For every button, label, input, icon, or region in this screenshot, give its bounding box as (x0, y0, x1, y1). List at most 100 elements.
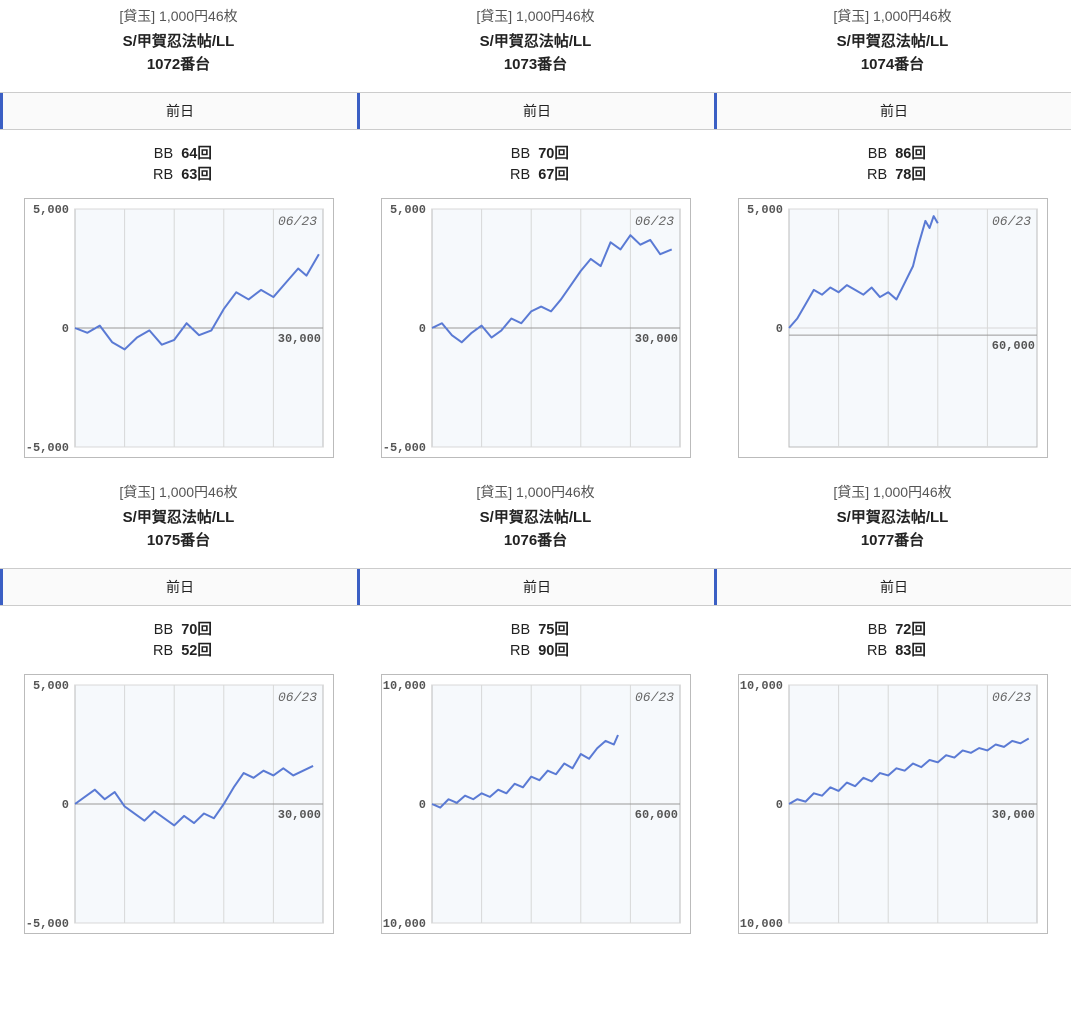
svg-text:-5,000: -5,000 (25, 917, 68, 931)
bb-value: 72回 (895, 622, 926, 638)
svg-text:0: 0 (775, 322, 782, 336)
bb-value: 70回 (538, 146, 569, 162)
machine-name: S/甲賀忍法帖/LL (476, 506, 594, 527)
bb-label: BB (859, 146, 887, 162)
svg-text:-10,000: -10,000 (381, 917, 426, 931)
tab-prev-day[interactable]: 前日 (357, 93, 714, 129)
machine-number: 1075番台 (119, 529, 237, 550)
machine-number: 1073番台 (476, 53, 594, 74)
tab-prev-day[interactable]: 前日 (714, 93, 1071, 129)
tab-row: 前日 (714, 568, 1071, 606)
chart-container: -5,000 0 5,000 30,000 06/23 (381, 198, 691, 458)
machine-card: [貸玉] 1,000円46枚 S/甲賀忍法帖/LL 1076番台 前日 BB 7… (357, 476, 714, 952)
slump-chart: -5,00005,000 30,000 06/23 (24, 674, 334, 934)
rb-label: RB (859, 643, 887, 659)
rental-text: [貸玉] 1,000円46枚 (476, 6, 594, 26)
bb-label: BB (859, 622, 887, 638)
machine-header: [貸玉] 1,000円46枚 S/甲賀忍法帖/LL 1076番台 (476, 476, 594, 560)
machine-name: S/甲賀忍法帖/LL (119, 506, 237, 527)
tab-prev-day[interactable]: 前日 (0, 93, 357, 129)
machine-header: [貸玉] 1,000円46枚 S/甲賀忍法帖/LL 1073番台 (476, 0, 594, 84)
rb-label: RB (145, 643, 173, 659)
svg-text:-5,000: -5,000 (25, 441, 68, 455)
bb-label: BB (145, 622, 173, 638)
machine-header: [貸玉] 1,000円46枚 S/甲賀忍法帖/LL 1072番台 (119, 0, 237, 84)
bb-label: BB (502, 146, 530, 162)
machine-card: [貸玉] 1,000円46枚 S/甲賀忍法帖/LL 1072番台 前日 BB 6… (0, 0, 357, 476)
svg-text:0: 0 (418, 798, 425, 812)
tab-label: 前日 (166, 579, 194, 595)
slump-chart: 05,000 60,000 06/23 (738, 198, 1048, 458)
tab-row: 前日 (0, 568, 357, 606)
svg-text:30,000: 30,000 (634, 332, 677, 346)
svg-text:10,000: 10,000 (382, 679, 425, 693)
rb-value: 67回 (538, 167, 569, 183)
tab-prev-day[interactable]: 前日 (357, 569, 714, 605)
machine-number: 1074番台 (833, 53, 951, 74)
slump-chart: -5,00005,000 30,000 06/23 (24, 198, 334, 458)
bb-value: 70回 (181, 622, 212, 638)
rb-value: 90回 (538, 643, 569, 659)
rb-label: RB (502, 167, 530, 183)
machine-number: 1076番台 (476, 529, 594, 550)
tab-row: 前日 (357, 568, 714, 606)
bb-value: 64回 (181, 146, 212, 162)
svg-text:0: 0 (418, 322, 425, 336)
svg-text:5,000: 5,000 (32, 203, 68, 217)
rental-text: [貸玉] 1,000円46枚 (833, 482, 951, 502)
svg-text:10,000: 10,000 (739, 679, 782, 693)
svg-text:5,000: 5,000 (32, 679, 68, 693)
bb-label: BB (145, 146, 173, 162)
slump-chart: -5,000 0 5,000 30,000 06/23 (381, 198, 691, 458)
svg-text:0: 0 (61, 798, 68, 812)
machine-card: [貸玉] 1,000円46枚 S/甲賀忍法帖/LL 1075番台 前日 BB 7… (0, 476, 357, 952)
machine-header: [貸玉] 1,000円46枚 S/甲賀忍法帖/LL 1077番台 (833, 476, 951, 560)
svg-text:06/23: 06/23 (991, 214, 1030, 229)
machine-number: 1077番台 (833, 529, 951, 550)
slump-chart: -10,000 0 10,000 60,000 06/23 (381, 674, 691, 934)
rb-value: 83回 (895, 643, 926, 659)
machine-name: S/甲賀忍法帖/LL (833, 30, 951, 51)
svg-text:06/23: 06/23 (634, 214, 673, 229)
machine-number: 1072番台 (119, 53, 237, 74)
bb-label: BB (502, 622, 530, 638)
chart-container: -5,00005,000 30,000 06/23 (24, 198, 334, 458)
tab-label: 前日 (880, 103, 908, 119)
svg-text:30,000: 30,000 (277, 808, 320, 822)
svg-text:60,000: 60,000 (634, 808, 677, 822)
rb-value: 52回 (181, 643, 212, 659)
bb-value: 75回 (538, 622, 569, 638)
chart-container: 05,000 60,000 06/23 (738, 198, 1048, 458)
machine-card: [貸玉] 1,000円46枚 S/甲賀忍法帖/LL 1074番台 前日 BB 8… (714, 0, 1071, 476)
svg-text:06/23: 06/23 (277, 214, 316, 229)
stats-block: BB 75回 RB 90回 (502, 618, 569, 660)
chart-container: -10,000 0 10,000 60,000 06/23 (381, 674, 691, 934)
stats-block: BB 72回 RB 83回 (859, 618, 926, 660)
machine-name: S/甲賀忍法帖/LL (476, 30, 594, 51)
svg-text:30,000: 30,000 (277, 332, 320, 346)
chart-container: -10,000010,000 30,000 06/23 (738, 674, 1048, 934)
machine-card: [貸玉] 1,000円46枚 S/甲賀忍法帖/LL 1077番台 前日 BB 7… (714, 476, 1071, 952)
rb-label: RB (859, 167, 887, 183)
machine-header: [貸玉] 1,000円46枚 S/甲賀忍法帖/LL 1074番台 (833, 0, 951, 84)
tab-prev-day[interactable]: 前日 (0, 569, 357, 605)
tab-row: 前日 (714, 92, 1071, 130)
machine-header: [貸玉] 1,000円46枚 S/甲賀忍法帖/LL 1075番台 (119, 476, 237, 560)
tab-label: 前日 (523, 579, 551, 595)
svg-text:06/23: 06/23 (991, 690, 1030, 705)
svg-text:06/23: 06/23 (634, 690, 673, 705)
tab-prev-day[interactable]: 前日 (714, 569, 1071, 605)
svg-text:60,000: 60,000 (991, 339, 1034, 353)
stats-block: BB 86回 RB 78回 (859, 142, 926, 184)
tab-label: 前日 (166, 103, 194, 119)
chart-container: -5,00005,000 30,000 06/23 (24, 674, 334, 934)
svg-text:5,000: 5,000 (389, 203, 425, 217)
stats-block: BB 64回 RB 63回 (145, 142, 212, 184)
machine-name: S/甲賀忍法帖/LL (119, 30, 237, 51)
rental-text: [貸玉] 1,000円46枚 (833, 6, 951, 26)
tab-row: 前日 (357, 92, 714, 130)
rental-text: [貸玉] 1,000円46枚 (119, 6, 237, 26)
svg-text:0: 0 (775, 798, 782, 812)
svg-text:-5,000: -5,000 (382, 441, 425, 455)
svg-text:30,000: 30,000 (991, 808, 1034, 822)
